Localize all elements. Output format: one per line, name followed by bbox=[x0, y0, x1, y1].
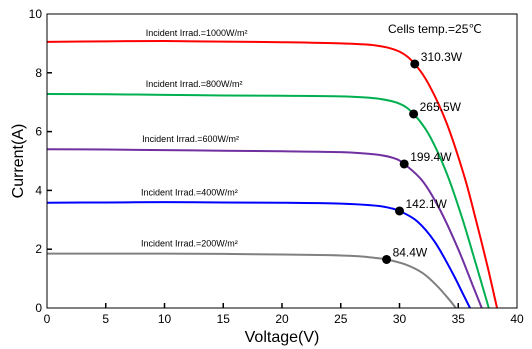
iv-curve-4 bbox=[46, 252, 457, 309]
iv-curve-2 bbox=[46, 148, 483, 309]
mpp-power-label-3: 142.1W bbox=[406, 197, 448, 211]
mpp-point-1 bbox=[409, 109, 419, 119]
x-tick-label-7: 35 bbox=[452, 312, 466, 326]
curve-name-label-0: Incident Irrad.=1000W/m² bbox=[146, 28, 248, 38]
ticks-layer: 0 5 10 15 20 25 30 35 40 0 2 4 6 8 10 bbox=[29, 7, 524, 326]
labels-layer: 310.3W Incident Irrad.=1000W/m² 265.5W Inci… bbox=[141, 28, 463, 260]
mpp-point-4 bbox=[382, 254, 392, 264]
mpp-power-label-2: 199.4W bbox=[410, 150, 452, 164]
x-axis-label: Voltage(V) bbox=[245, 329, 320, 346]
y-axis-label: Current(A) bbox=[10, 124, 27, 199]
y-tick-label-2: 4 bbox=[35, 183, 42, 197]
x-tick-label-1: 5 bbox=[102, 312, 109, 326]
y-tick-label-0: 0 bbox=[35, 301, 42, 315]
mpp-markers-layer bbox=[382, 59, 420, 264]
iv-curve-1 bbox=[46, 92, 490, 309]
x-tick-label-8: 40 bbox=[510, 312, 524, 326]
curve-name-label-2: Incident Irrad.=600W/m² bbox=[142, 134, 239, 144]
x-tick-label-3: 15 bbox=[217, 312, 231, 326]
mpp-point-3 bbox=[395, 206, 404, 216]
iv-curve-0 bbox=[46, 40, 498, 309]
y-tick-label-4: 8 bbox=[35, 66, 42, 80]
curves-layer bbox=[46, 40, 498, 309]
mpp-power-label-1: 265.5W bbox=[420, 100, 462, 114]
iv-curve-3 bbox=[46, 201, 471, 309]
mpp-power-label-4: 84.4W bbox=[393, 245, 428, 259]
x-tick-label-6: 30 bbox=[393, 312, 407, 326]
y-tick-label-3: 6 bbox=[35, 125, 42, 139]
curve-name-label-4: Incident Irrad.=200W/m² bbox=[141, 239, 238, 249]
x-tick-label-4: 20 bbox=[275, 312, 289, 326]
y-tick-label-1: 2 bbox=[35, 242, 42, 256]
mpp-point-2 bbox=[399, 159, 409, 169]
mpp-power-label-0: 310.3W bbox=[421, 50, 463, 64]
x-tick-label-5: 25 bbox=[334, 312, 348, 326]
mpp-point-0 bbox=[410, 59, 420, 69]
x-tick-label-2: 10 bbox=[158, 312, 172, 326]
curve-name-label-1: Incident Irrad.=800W/m² bbox=[146, 79, 243, 89]
cells-temp-annotation: Cells temp.=25℃ bbox=[388, 22, 482, 36]
curve-name-label-3: Incident Irrad.=400W/m² bbox=[141, 188, 238, 198]
y-tick-label-5: 10 bbox=[29, 7, 43, 21]
x-tick-label-0: 0 bbox=[44, 312, 51, 326]
